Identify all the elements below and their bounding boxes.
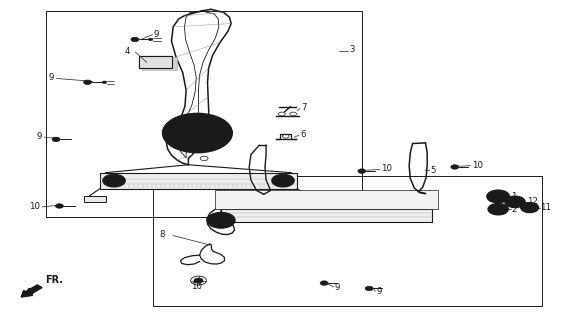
Circle shape <box>510 199 520 205</box>
Circle shape <box>488 204 508 215</box>
Text: 11: 11 <box>541 203 551 212</box>
Circle shape <box>207 212 235 228</box>
Circle shape <box>320 281 328 285</box>
Text: 10: 10 <box>29 202 40 211</box>
Text: 9: 9 <box>153 29 159 39</box>
Text: 1: 1 <box>511 192 517 201</box>
Bar <box>46 11 362 217</box>
FancyArrow shape <box>21 285 42 297</box>
Text: 3: 3 <box>349 45 354 54</box>
Circle shape <box>492 193 504 200</box>
Circle shape <box>217 218 225 223</box>
Text: 5: 5 <box>431 166 436 175</box>
Bar <box>142 57 177 70</box>
Circle shape <box>162 113 232 153</box>
Bar <box>291 196 313 202</box>
Circle shape <box>277 177 289 184</box>
Text: 10: 10 <box>471 161 483 170</box>
Circle shape <box>52 137 60 142</box>
Circle shape <box>84 80 92 84</box>
Text: 9: 9 <box>335 283 340 292</box>
Text: 10: 10 <box>191 282 201 292</box>
Bar <box>221 209 432 222</box>
Circle shape <box>188 128 207 138</box>
Text: 2: 2 <box>511 205 517 214</box>
Text: 4: 4 <box>125 47 130 56</box>
Circle shape <box>505 196 525 208</box>
Bar <box>84 196 106 202</box>
Circle shape <box>487 190 509 203</box>
Circle shape <box>493 206 503 212</box>
Text: 9: 9 <box>49 73 54 82</box>
Text: FR.: FR. <box>45 275 63 285</box>
Text: 9: 9 <box>37 132 42 141</box>
Circle shape <box>521 203 539 213</box>
Circle shape <box>102 81 107 84</box>
Text: 7: 7 <box>301 103 307 112</box>
Circle shape <box>55 204 63 208</box>
Circle shape <box>272 174 294 187</box>
Text: 10: 10 <box>381 164 392 173</box>
Circle shape <box>365 286 373 291</box>
Text: 9: 9 <box>376 287 382 296</box>
Circle shape <box>213 215 229 225</box>
Text: 8: 8 <box>159 230 165 239</box>
Circle shape <box>103 174 125 187</box>
Circle shape <box>108 177 120 184</box>
Circle shape <box>451 165 458 169</box>
Text: 6: 6 <box>300 130 306 139</box>
Circle shape <box>131 37 139 42</box>
Circle shape <box>358 169 366 173</box>
Text: 12: 12 <box>527 197 538 206</box>
Bar <box>100 173 297 188</box>
Bar <box>216 189 438 209</box>
Circle shape <box>525 205 534 210</box>
Bar <box>153 176 542 306</box>
Bar <box>139 56 172 68</box>
Circle shape <box>176 121 219 145</box>
Circle shape <box>194 278 203 283</box>
Bar <box>139 56 172 68</box>
Circle shape <box>148 38 153 41</box>
